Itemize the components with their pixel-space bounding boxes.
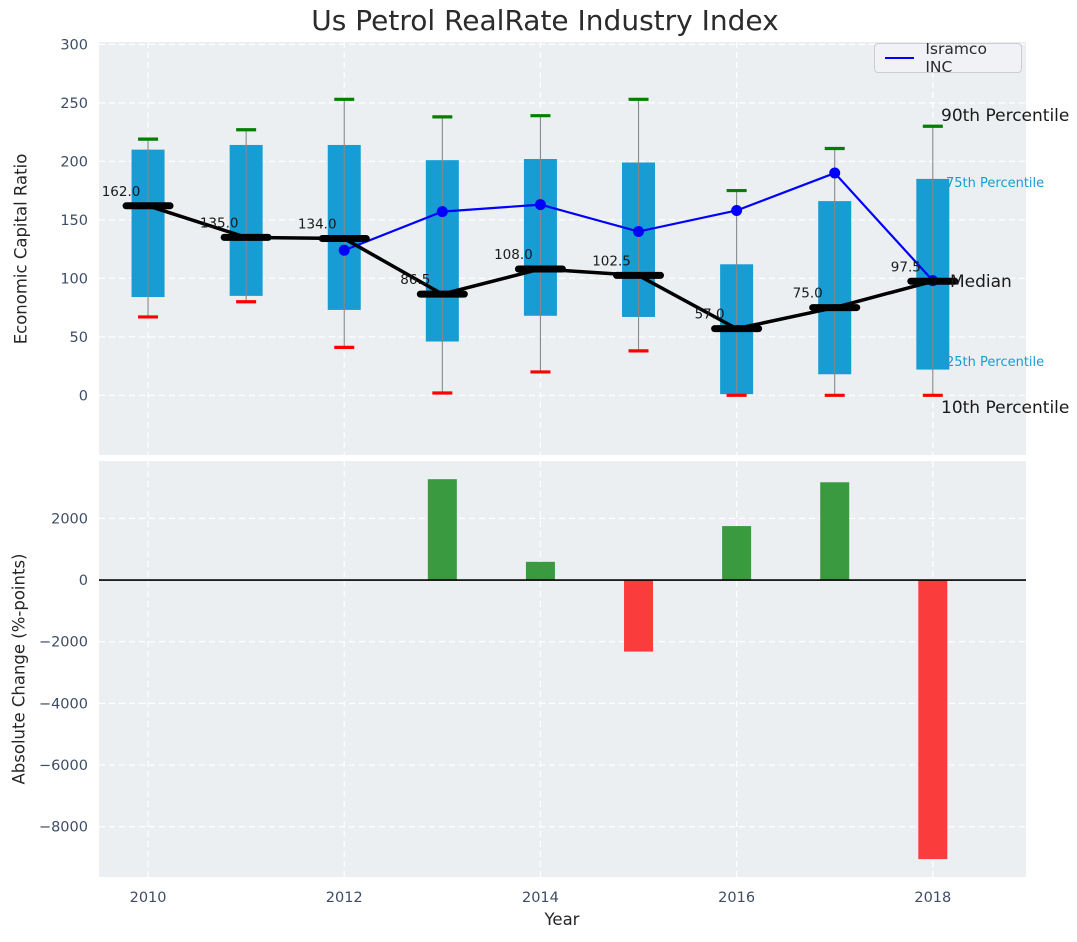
change-bar-2018	[918, 580, 948, 860]
xtick-label: 2014	[522, 890, 559, 906]
isramco-point-2012	[338, 244, 350, 256]
top-ytick-label: 150	[60, 213, 88, 229]
bottom-y-axis-label: Absolute Change (%-points)	[9, 553, 29, 785]
top-ytick-label: 0	[79, 388, 88, 404]
median-value-label-2018: 97.5	[891, 259, 921, 275]
isramco-point-2016	[731, 204, 743, 216]
median-value-label-2011: 135.0	[200, 215, 239, 231]
xtick-label: 2010	[130, 890, 167, 906]
top-ytick-label: 50	[70, 330, 88, 346]
bottom-ytick-label: −2000	[39, 635, 88, 651]
bottom-ytick-label: −4000	[39, 696, 88, 712]
annotation-median: Median	[950, 272, 1012, 292]
annotation-75th-percentile: 75th Percentile	[946, 176, 1045, 191]
median-value-label-2015: 102.5	[592, 253, 631, 269]
top-ytick-label: 250	[60, 96, 88, 112]
xtick-label: 2018	[914, 890, 951, 906]
median-value-label-2012: 134.0	[298, 217, 337, 233]
change-bar-2015	[624, 580, 654, 652]
bottom-ytick-label: 2000	[51, 511, 88, 527]
isramco-point-2015	[633, 226, 645, 238]
bottom-ytick-label: −6000	[39, 758, 88, 774]
median-value-label-2014: 108.0	[494, 247, 533, 263]
top-ytick-label: 200	[60, 154, 88, 170]
legend-label: Isramco INC	[925, 40, 987, 76]
median-value-label-2016: 57.0	[695, 307, 725, 323]
legend: Isramco INC	[874, 40, 1022, 76]
bottom-ytick-label: 0	[79, 573, 88, 589]
change-bar-2014	[525, 561, 555, 581]
top-y-axis-label: Economic Capital Ratio	[11, 153, 31, 345]
median-value-label-2010: 162.0	[102, 184, 141, 200]
annotation-90th-percentile: 90th Percentile	[941, 106, 1070, 126]
x-axis-label: Year	[544, 910, 580, 929]
xtick-label: 2012	[326, 890, 363, 906]
median-value-label-2013: 86.5	[400, 272, 430, 288]
legend-line-swatch	[885, 57, 915, 59]
bottom-ytick-label: −8000	[39, 820, 88, 836]
median-value-label-2017: 75.0	[793, 286, 823, 302]
top-ytick-label: 300	[60, 37, 88, 53]
xtick-label: 2016	[718, 890, 755, 906]
isramco-point-2014	[534, 199, 546, 211]
annotation-10th-percentile: 10th Percentile	[941, 398, 1070, 418]
change-bar-2016	[722, 526, 752, 581]
isramco-point-2017	[829, 167, 841, 179]
change-bar-2017	[820, 482, 850, 581]
top-ytick-label: 100	[60, 271, 88, 287]
annotation-25th-percentile: 25th Percentile	[946, 355, 1045, 370]
isramco-point-2013	[436, 206, 448, 218]
bottom-plot-area	[99, 461, 1026, 877]
chart-title: Us Petrol RealRate Industry Index	[311, 4, 779, 37]
change-bar-2013	[427, 479, 457, 581]
